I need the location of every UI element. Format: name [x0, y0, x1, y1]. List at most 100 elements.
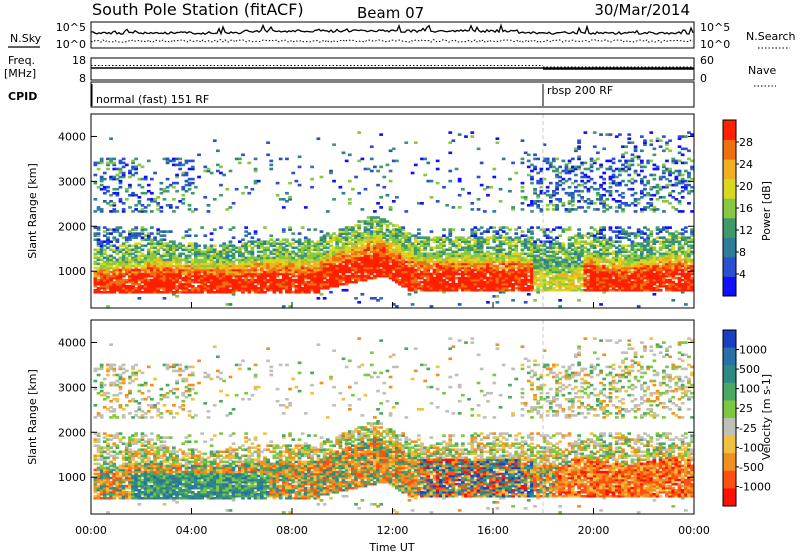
- power-cell: [630, 246, 635, 250]
- power-cell: [479, 262, 484, 266]
- power-cell: [426, 262, 431, 266]
- power-cell: [633, 264, 638, 268]
- power-cell: [624, 284, 629, 288]
- power-cell: [461, 240, 465, 244]
- power-cell: [561, 284, 566, 288]
- power-cell: [574, 264, 578, 268]
- power-cell: [439, 256, 443, 260]
- power-cell: [536, 286, 541, 290]
- power-cell: [124, 198, 129, 201]
- power-cell: [555, 256, 559, 260]
- power-cell: [269, 163, 274, 167]
- power-cell: [473, 230, 478, 233]
- power-cell: [319, 248, 324, 252]
- power-cell: [297, 242, 302, 246]
- power-cell: [354, 242, 358, 246]
- power-cell: [143, 256, 148, 260]
- power-cell: [269, 256, 274, 260]
- power-cell: [539, 266, 544, 270]
- power-cell: [548, 286, 553, 290]
- cpid-segment-1: normal (fast) 151 RF: [96, 93, 209, 106]
- power-cell: [621, 167, 625, 171]
- power-cell: [624, 256, 629, 260]
- power-cell: [539, 242, 544, 246]
- power-cell: [633, 272, 638, 276]
- power-cell: [335, 246, 340, 250]
- power-cell: [404, 236, 409, 240]
- power-cell: [175, 266, 179, 270]
- power-cell: [476, 280, 481, 284]
- power-cell: [363, 266, 368, 270]
- power-cell: [146, 288, 151, 292]
- power-cell: [498, 262, 503, 266]
- power-cell: [596, 280, 600, 284]
- power-cell: [530, 256, 534, 260]
- power-cell: [316, 252, 321, 256]
- power-cell: [570, 193, 575, 197]
- power-cell: [241, 256, 245, 260]
- power-cell: [508, 258, 512, 262]
- power-cell: [319, 266, 324, 270]
- power-cell: [614, 250, 619, 254]
- power-cell: [410, 270, 415, 274]
- power-cell: [162, 198, 167, 201]
- power-cell: [605, 250, 610, 254]
- power-cell: [266, 153, 270, 157]
- power-cell: [476, 266, 481, 270]
- power-cell: [520, 208, 525, 211]
- power-cell: [577, 278, 581, 282]
- power-cell: [592, 236, 597, 240]
- power-cell: [574, 262, 578, 266]
- power-cell: [580, 250, 585, 254]
- power-cell: [520, 270, 525, 274]
- power-cell: [250, 276, 255, 280]
- power-cell: [596, 260, 600, 264]
- power-cell: [322, 274, 327, 278]
- power-cell: [369, 264, 374, 268]
- power-cell: [577, 264, 581, 268]
- power-cell: [602, 238, 607, 242]
- power-cell: [401, 260, 406, 264]
- power-cell: [382, 232, 387, 235]
- power-cell: [592, 234, 597, 238]
- power-cell: [153, 260, 157, 264]
- power-cell: [413, 248, 418, 252]
- power-cell: [329, 280, 333, 284]
- power-cell: [93, 256, 98, 260]
- power-cell: [341, 232, 346, 235]
- power-cell: [184, 171, 189, 175]
- power-cell: [564, 276, 569, 280]
- power-cell: [558, 234, 563, 238]
- power-cell: [486, 268, 490, 272]
- power-cell: [128, 183, 132, 187]
- power-cell: [630, 240, 635, 244]
- power-cell: [118, 161, 123, 165]
- power-cell: [570, 236, 575, 240]
- power-cell: [435, 258, 440, 262]
- power-cell: [241, 284, 245, 288]
- power-cell: [93, 280, 98, 284]
- power-cell: [344, 240, 349, 244]
- power-cell: [630, 288, 635, 292]
- power-cell: [338, 246, 343, 250]
- power-cell: [297, 276, 302, 280]
- power-cell: [435, 244, 440, 248]
- power-cell: [461, 260, 465, 264]
- power-cell: [231, 248, 236, 252]
- power-cell: [404, 284, 409, 288]
- power-cell: [310, 258, 314, 262]
- power-cell: [627, 204, 632, 207]
- power-cell: [341, 288, 346, 292]
- power-cell: [322, 262, 327, 266]
- power-cell: [627, 226, 632, 229]
- power-cell: [225, 187, 230, 191]
- power-cell: [564, 210, 569, 213]
- power-cell: [275, 288, 280, 292]
- power-cell: [253, 244, 258, 248]
- power-cell: [281, 254, 286, 258]
- power-cell: [476, 264, 481, 268]
- power-cell: [445, 274, 450, 278]
- power-cell: [492, 280, 497, 284]
- power-cell: [426, 161, 431, 165]
- power-cell: [583, 161, 588, 165]
